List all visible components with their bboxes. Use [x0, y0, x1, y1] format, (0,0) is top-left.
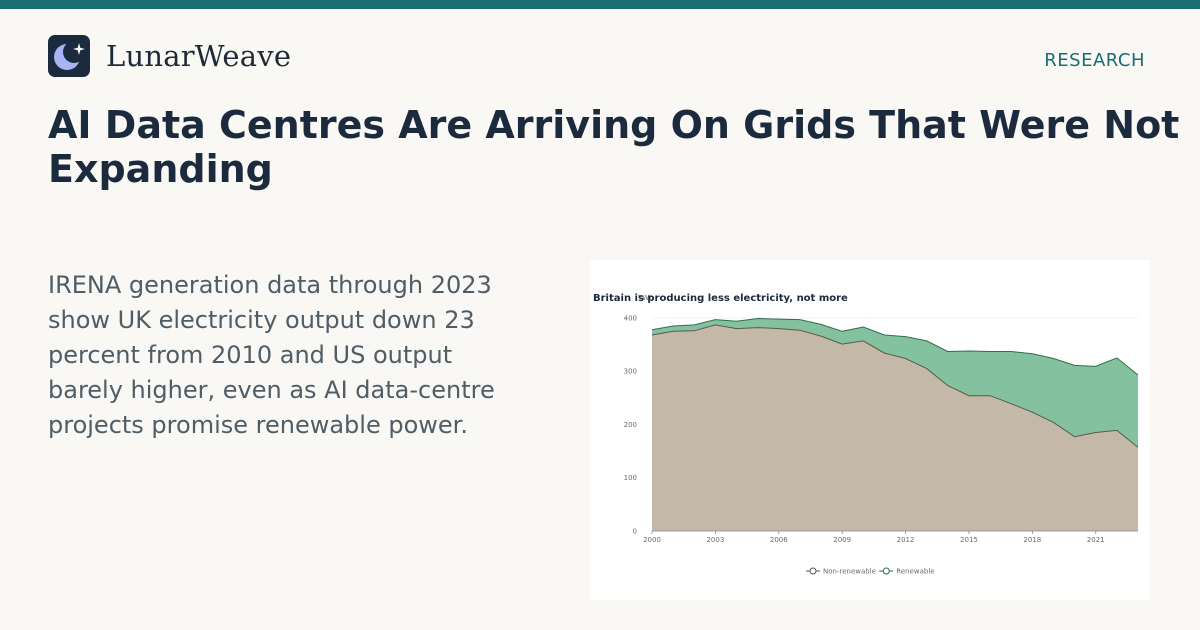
x-tick-label-2021: 2021	[1087, 536, 1105, 544]
x-tick-label-2003: 2003	[706, 536, 724, 544]
x-tick-label-2012: 2012	[897, 536, 915, 544]
legend-label-non-renewable: Non-renewable	[823, 568, 876, 576]
legend-label-renewable: Renewable	[896, 568, 934, 576]
headline: AI Data Centres Are Arriving On Grids Th…	[48, 103, 1180, 191]
top-accent-bar	[0, 0, 1200, 9]
axis-layer: 0 100 200 300 400 2000 2003 2006 2009 2012 2015 201…	[624, 314, 1138, 544]
chart-legend: Non-renewable Renewable	[806, 567, 935, 576]
area-renewable	[652, 318, 1138, 448]
x-tick-label-2015: 2015	[960, 536, 978, 544]
y-tick-label-0: 0	[633, 528, 637, 536]
y-tick-label-200: 200	[624, 421, 637, 429]
y-tick-label-400: 400	[624, 314, 637, 322]
line-non-renewable	[651, 324, 1139, 448]
x-tick-label-2000: 2000	[643, 536, 661, 544]
y-tick-label-100: 100	[624, 474, 637, 482]
section-label[interactable]: RESEARCH	[1044, 50, 1145, 71]
legend-marker-renewable	[882, 567, 890, 575]
area-chart: 0 100 200 300 400 2000 2003 2006 2009 2012 2015 201…	[593, 293, 1139, 576]
area-layer	[651, 317, 1139, 531]
summary-text: IRENA generation data through 2023 show …	[48, 271, 495, 439]
area-non-renewable	[652, 324, 1138, 531]
chart-title: Britain is producing less electricity, n…	[593, 293, 848, 304]
y-axis-unit-label: TWh	[637, 294, 654, 302]
brand-name: LunarWeave	[106, 39, 292, 73]
chart-card: 0 100 200 300 400 2000 2003 2006 2009 2012 2015 201…	[590, 260, 1150, 600]
x-tick-label-2006: 2006	[770, 536, 788, 544]
crescent-moon-star-icon	[48, 35, 90, 77]
line-renewable	[651, 317, 1139, 376]
x-tick-label-2018: 2018	[1023, 536, 1041, 544]
x-tick-label-2009: 2009	[833, 536, 851, 544]
y-tick-label-300: 300	[624, 368, 637, 376]
legend-marker-non-renewable	[809, 567, 817, 575]
brand[interactable]: LunarWeave	[48, 35, 291, 77]
